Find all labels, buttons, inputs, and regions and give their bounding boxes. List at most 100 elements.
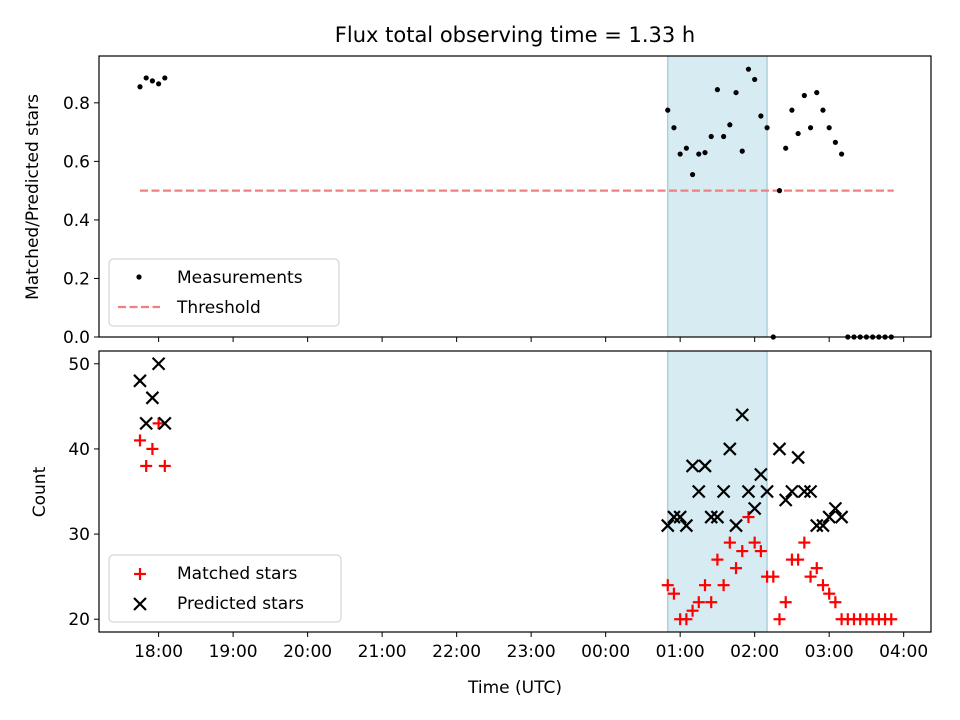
legend-matched-marker <box>134 568 146 580</box>
matched-star-point <box>773 613 786 626</box>
legend-matched-label: Matched stars <box>177 564 297 584</box>
y-tick-label: 0.2 <box>63 269 90 289</box>
measurement-point <box>727 122 733 128</box>
legend-measurements-marker <box>136 274 142 280</box>
predicted-star-point <box>754 467 768 482</box>
y-tick-label: 0.4 <box>63 211 90 231</box>
measurement-point <box>156 81 162 87</box>
matched-star-point <box>792 553 805 566</box>
measurement-point <box>783 145 789 151</box>
matched-star-point <box>717 579 730 592</box>
predicted-star-point <box>747 501 762 516</box>
predicted-star-point <box>158 416 172 431</box>
matched-star-point <box>810 562 823 575</box>
measurement-point <box>162 75 168 81</box>
panel-ratio-ylabel: Matched/Predicted stars <box>23 94 43 300</box>
matched-star-point <box>692 596 705 609</box>
matched-star-point <box>779 596 792 609</box>
highlight-span <box>667 55 768 338</box>
matched-star-point <box>133 434 146 447</box>
y-tick-label: 30 <box>68 525 90 545</box>
measurement-point <box>832 139 838 145</box>
measurement-point <box>149 78 155 84</box>
predicted-star-point <box>723 442 737 456</box>
predicted-star-point <box>772 442 787 456</box>
x-tick-label: 00:00 <box>581 642 630 662</box>
matched-star-point <box>804 570 817 583</box>
matched-star-point <box>705 596 718 609</box>
matched-star-point <box>152 417 165 430</box>
matched-star-point <box>730 562 743 575</box>
x-tick-label: 03:00 <box>805 642 854 662</box>
predicted-star-point <box>741 484 756 499</box>
matched-star-point <box>667 587 680 600</box>
matched-star-point <box>754 545 767 558</box>
predicted-star-point <box>785 484 799 499</box>
predicted-star-point <box>710 510 725 524</box>
measurement-point <box>665 107 671 113</box>
panel-count-ylabel: Count <box>30 466 50 517</box>
predicted-star-point <box>778 493 793 507</box>
measurement-point <box>826 125 832 131</box>
legend-predicted-label: Predicted stars <box>177 594 304 614</box>
matched-star-point <box>885 613 898 626</box>
matched-star-point <box>158 459 171 472</box>
predicted-star-point <box>834 510 849 524</box>
x-tick-label: 19:00 <box>209 642 258 662</box>
predicted-star-point <box>791 450 805 465</box>
measurement-point <box>758 113 764 119</box>
legend-ratio: Measurements Threshold <box>108 258 340 327</box>
legend-threshold-label: Threshold <box>176 298 261 318</box>
matched-star-point <box>816 579 829 592</box>
measurement-point <box>733 89 739 96</box>
matched-star-point <box>661 579 674 592</box>
measurement-point <box>807 125 814 131</box>
measurement-point <box>801 92 807 99</box>
measurement-point <box>795 130 801 137</box>
predicted-star-point <box>660 518 675 533</box>
measurement-point <box>776 188 783 194</box>
y-tick-label: 0.6 <box>63 152 90 172</box>
x-tick-label: 01:00 <box>656 642 705 662</box>
x-tick-label: 02:00 <box>730 642 779 662</box>
predicted-star-point <box>760 484 774 499</box>
y-tick-label: 0.8 <box>63 94 90 114</box>
matched-star-point <box>736 545 749 558</box>
measurement-point <box>683 145 689 151</box>
measurement-point <box>789 107 795 113</box>
measurement-point <box>696 151 702 157</box>
predicted-star-point <box>679 518 694 533</box>
predicted-star-point <box>673 510 687 524</box>
predicted-star-point <box>692 484 706 499</box>
matched-star-point <box>686 604 699 617</box>
x-tick-label: 21:00 <box>358 642 407 662</box>
x-tick-label: 23:00 <box>507 642 556 662</box>
measurement-point <box>714 87 721 93</box>
panel-count: 18:00 19:00 20:00 21:00 22:00 23:00 00:00 01:00… <box>30 350 932 698</box>
predicted-star-point <box>803 484 818 499</box>
matched-star-point <box>680 613 693 626</box>
x-tick-label: 04:00 <box>879 642 928 662</box>
measurement-point <box>814 89 820 96</box>
measurement-point <box>752 76 758 83</box>
matched-star-point <box>140 459 153 472</box>
predicted-star-point <box>816 518 830 533</box>
predicted-star-point <box>809 518 824 533</box>
legend-count: Matched stars Predicted stars <box>108 554 342 623</box>
predicted-star-point <box>828 501 843 516</box>
predicted-star-point <box>704 510 718 524</box>
predicted-star-point <box>729 518 743 533</box>
predicted-star-point <box>139 416 153 431</box>
matched-star-point <box>711 553 724 566</box>
legend-measurements-label: Measurements <box>177 268 303 288</box>
measurement-point <box>677 151 683 157</box>
predicted-star-point <box>667 510 681 524</box>
y-tick-label: 40 <box>68 440 90 460</box>
measurement-point <box>764 125 770 131</box>
x-axis-label: Time (UTC) <box>467 678 562 698</box>
measurement-point <box>143 75 149 81</box>
matched-star-point <box>723 536 736 549</box>
legend-ratio-box <box>108 258 340 327</box>
matched-star-point <box>823 587 836 600</box>
measurement-point <box>745 66 752 72</box>
